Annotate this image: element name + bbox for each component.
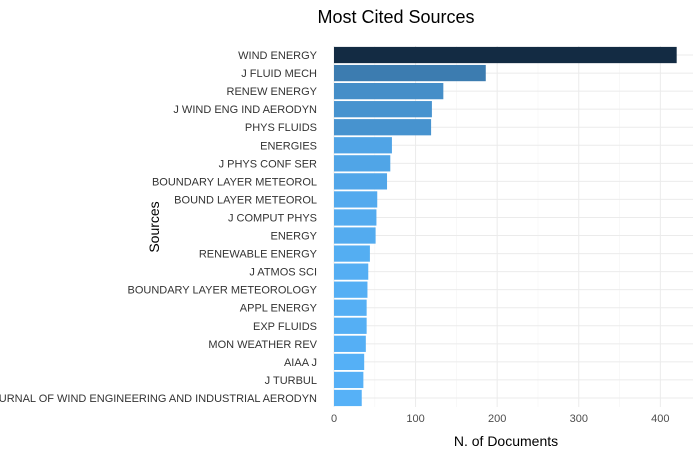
x-tick-label: 300 [570, 413, 588, 425]
bar [334, 191, 378, 208]
bar [334, 281, 368, 298]
x-axis-title: N. of Documents [454, 433, 558, 449]
bar [334, 353, 365, 370]
x-tick-label: 400 [651, 413, 669, 425]
bar [334, 46, 677, 64]
chart-title: Most Cited Sources [317, 7, 474, 27]
bar [334, 335, 366, 352]
bar [334, 299, 367, 316]
x-tick-label: 0 [331, 413, 337, 425]
bar [334, 389, 362, 407]
bar [334, 83, 444, 100]
category-label: BOUNDARY LAYER METEOROL [152, 176, 317, 188]
bar [334, 173, 388, 190]
category-label: J COMPUT PHYS [228, 212, 317, 224]
category-label: BOUND LAYER METEOROL [174, 194, 317, 206]
bar [334, 371, 364, 389]
category-label: ENERGY [271, 231, 318, 243]
category-label: J ATMOS SCI [249, 267, 317, 279]
category-label: J WIND ENG IND AERODYN [173, 104, 317, 116]
x-tick-label: 200 [488, 413, 506, 425]
bars [334, 46, 677, 407]
bar [334, 101, 432, 118]
bar [334, 263, 369, 280]
bar [334, 64, 486, 82]
bar [334, 245, 370, 262]
category-label: APPL ENERGY [240, 303, 318, 315]
category-label: J TURBUL [265, 375, 317, 387]
category-label: MON WEATHER REV [208, 339, 317, 351]
bar [334, 137, 392, 154]
category-label: PHYS FLUIDS [245, 122, 317, 134]
category-label: J FLUID MECH [241, 68, 317, 80]
category-label: RENEW ENERGY [227, 86, 318, 98]
bar [334, 227, 376, 244]
x-tick-labels: 0 100 200 300 400 [331, 413, 670, 425]
category-label: J PHYS CONF SER [219, 158, 317, 170]
y-axis-title: Sources [146, 201, 162, 252]
bar [334, 209, 377, 226]
bar [334, 155, 391, 172]
category-label: WIND ENERGY [238, 50, 318, 62]
category-labels: WIND ENERGY J FLUID MECH RENEW ENERGY J WIN… [0, 50, 318, 405]
category-label: RENEWABLE ENERGY [199, 249, 318, 261]
category-label: ENERGIES [260, 140, 317, 152]
category-label: AIAA J [284, 357, 317, 369]
category-label: JOURNAL OF WIND ENGINEERING AND INDUSTRI… [0, 393, 317, 405]
category-label: BOUNDARY LAYER METEOROLOGY [128, 285, 318, 297]
grid [333, 46, 693, 407]
category-label: EXP FLUIDS [253, 321, 317, 333]
bar [334, 317, 367, 334]
bar [334, 119, 432, 136]
x-tick-label: 100 [406, 413, 424, 425]
